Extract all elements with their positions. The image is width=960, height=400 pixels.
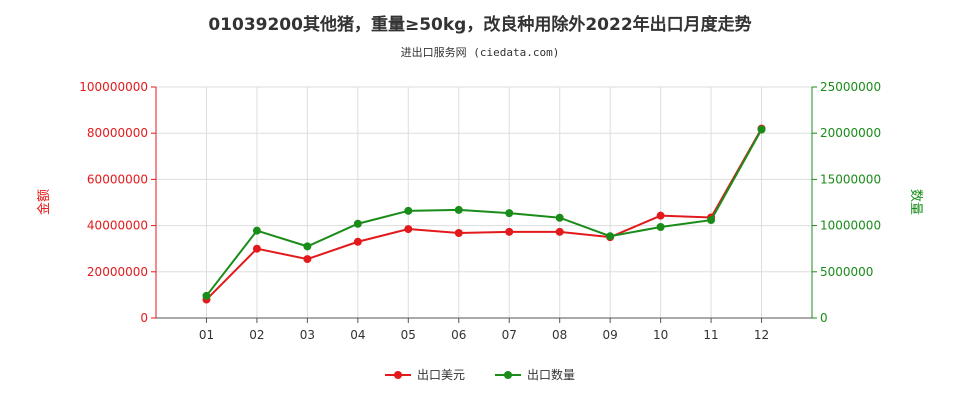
left-axis-tick-label: 40000000 xyxy=(87,219,148,233)
data-point-usd xyxy=(404,225,413,234)
data-point-usd xyxy=(353,237,362,246)
left-axis-tick-label: 0 xyxy=(140,311,148,325)
data-point-usd xyxy=(656,211,665,220)
series-line-quantity xyxy=(205,129,763,297)
right-axis-label: 数量 xyxy=(908,189,923,215)
data-point-usd xyxy=(252,244,261,253)
x-axis-tick-label: 04 xyxy=(350,328,365,342)
data-point-quantity xyxy=(252,226,261,235)
data-point-quantity xyxy=(404,206,413,215)
data-point-quantity xyxy=(555,213,564,222)
data-point-quantity xyxy=(707,216,716,225)
data-point-quantity xyxy=(202,291,211,300)
left-axis-tick-label: 100000000 xyxy=(79,80,148,94)
data-point-usd xyxy=(505,227,514,236)
x-axis-tick-label: 06 xyxy=(451,328,466,342)
right-axis-tick-label: 0 xyxy=(820,311,828,325)
x-axis-tick-label: 05 xyxy=(401,328,416,342)
legend-swatch-quantity xyxy=(495,369,521,381)
chart-subtitle: 进出口服务网 (ciedata.com) xyxy=(400,46,560,59)
data-point-usd xyxy=(454,228,463,237)
x-axis-tick-label: 07 xyxy=(502,328,517,342)
right-axis-tick-label: 5000000 xyxy=(820,265,873,279)
x-axis-tick-label: 11 xyxy=(703,328,718,342)
x-axis-tick-label: 02 xyxy=(249,328,264,342)
legend: 出口美元 出口数量 xyxy=(0,366,960,383)
left-axis-tick-label: 60000000 xyxy=(87,172,148,186)
x-axis-tick-label: 09 xyxy=(603,328,618,342)
x-axis: 01 02 03 04 05 06 07 08 09 10 11 12 xyxy=(156,317,812,342)
right-axis-tick-label: 10000000 xyxy=(820,219,881,233)
legend-label-quantity: 出口数量 xyxy=(527,368,576,382)
grid-lines xyxy=(156,86,812,319)
x-axis-tick-label: 01 xyxy=(199,328,214,342)
data-point-quantity xyxy=(606,232,615,241)
right-axis-tick-label: 15000000 xyxy=(820,172,881,186)
data-point-usd xyxy=(555,227,564,236)
x-axis-tick-label: 12 xyxy=(754,328,769,342)
data-point-quantity xyxy=(353,219,362,228)
chart-title: 01039200其他猪，重量≥50kg，改良种用除外2022年出口月度走势 xyxy=(208,15,752,35)
data-point-quantity xyxy=(303,242,312,251)
data-point-quantity xyxy=(757,125,766,134)
right-axis-tick-label: 25000000 xyxy=(820,80,881,94)
data-point-quantity xyxy=(454,205,463,214)
left-axis-tick-label: 80000000 xyxy=(87,126,148,140)
legend-item-usd[interactable]: 出口美元 xyxy=(384,366,465,383)
right-axis-tick-label: 20000000 xyxy=(820,126,881,140)
x-axis-tick-label: 10 xyxy=(653,328,668,342)
series-line-usd xyxy=(205,128,763,301)
left-axis: 0 20000000 40000000 60000000 80000000 1000000… xyxy=(79,80,157,325)
data-point-usd xyxy=(303,255,312,264)
data-point-quantity xyxy=(505,209,514,218)
x-axis-tick-label: 08 xyxy=(552,328,567,342)
legend-label-usd: 出口美元 xyxy=(416,368,465,382)
series-layer xyxy=(202,124,766,304)
x-axis-tick-label: 03 xyxy=(300,328,315,342)
legend-item-quantity[interactable]: 出口数量 xyxy=(495,366,575,383)
plot-area xyxy=(155,86,813,319)
left-axis-label: 金额 xyxy=(36,189,52,215)
data-point-quantity xyxy=(656,222,665,231)
left-axis-tick-label: 20000000 xyxy=(87,265,148,279)
legend-swatch-usd xyxy=(384,369,411,381)
right-axis: 0 5000000 10000000 15000000 20000000 25000000 xyxy=(811,80,881,325)
